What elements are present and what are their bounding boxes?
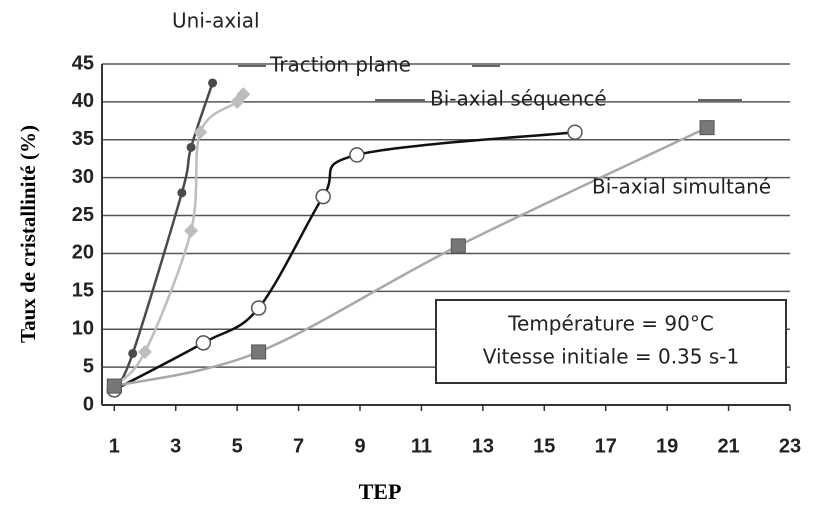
marker — [186, 142, 196, 152]
series-line — [113, 93, 245, 387]
x-tick-label: 5 — [232, 435, 243, 457]
marker — [195, 335, 212, 351]
y-tick-label: 5 — [83, 355, 94, 377]
y-tick-label: 0 — [83, 393, 94, 415]
x-tick-label: 9 — [354, 435, 365, 457]
x-tick-label: 11 — [411, 435, 432, 457]
marker — [138, 344, 152, 359]
y-tick-label: 45 — [72, 52, 94, 74]
y-tick-label: 35 — [72, 128, 94, 150]
x-tick-label: 15 — [533, 435, 555, 457]
marker — [567, 124, 583, 140]
y-tick-label: 20 — [72, 242, 94, 264]
marker — [251, 344, 267, 360]
y-tick-label: 25 — [72, 204, 94, 226]
x-tick-label: 13 — [472, 435, 494, 457]
marker — [236, 87, 251, 102]
marker — [450, 238, 466, 254]
y-tick-label: 30 — [72, 166, 94, 188]
y-tick-label: 40 — [72, 90, 94, 112]
marker — [699, 120, 715, 136]
marker — [128, 348, 138, 358]
annotation: Température = 90°C — [507, 312, 714, 336]
y-tick-label: 10 — [72, 318, 94, 340]
x-tick-label: 19 — [656, 435, 678, 457]
marker — [315, 188, 331, 205]
marker — [177, 188, 187, 198]
x-tick-label: 7 — [293, 435, 304, 457]
marker — [349, 147, 365, 163]
marker — [250, 300, 267, 316]
marker — [193, 125, 208, 140]
x-tick-label: 3 — [170, 435, 181, 457]
series-label: Traction plane — [269, 53, 411, 77]
series-label: Uni-axial — [172, 9, 260, 33]
annotation: Vitesse initiale = 0.35 s-1 — [483, 345, 739, 369]
x-tick-label: 21 — [717, 435, 739, 457]
x-axis-label: TEP — [359, 479, 402, 504]
x-tick-label: 23 — [779, 435, 801, 457]
x-tick-label: 17 — [595, 435, 617, 457]
marker — [208, 78, 218, 88]
y-axis-label: Taux de cristallinité (%) — [16, 125, 40, 343]
y-tick-label: 15 — [72, 280, 94, 302]
annotation-box — [435, 299, 787, 384]
series-line — [113, 126, 708, 388]
marker — [184, 223, 199, 238]
x-tick-label: 1 — [109, 435, 120, 457]
series-label: Bi-axial séquencé — [430, 87, 607, 111]
series-label: Bi-axial simultané — [592, 175, 771, 199]
marker — [106, 378, 122, 394]
